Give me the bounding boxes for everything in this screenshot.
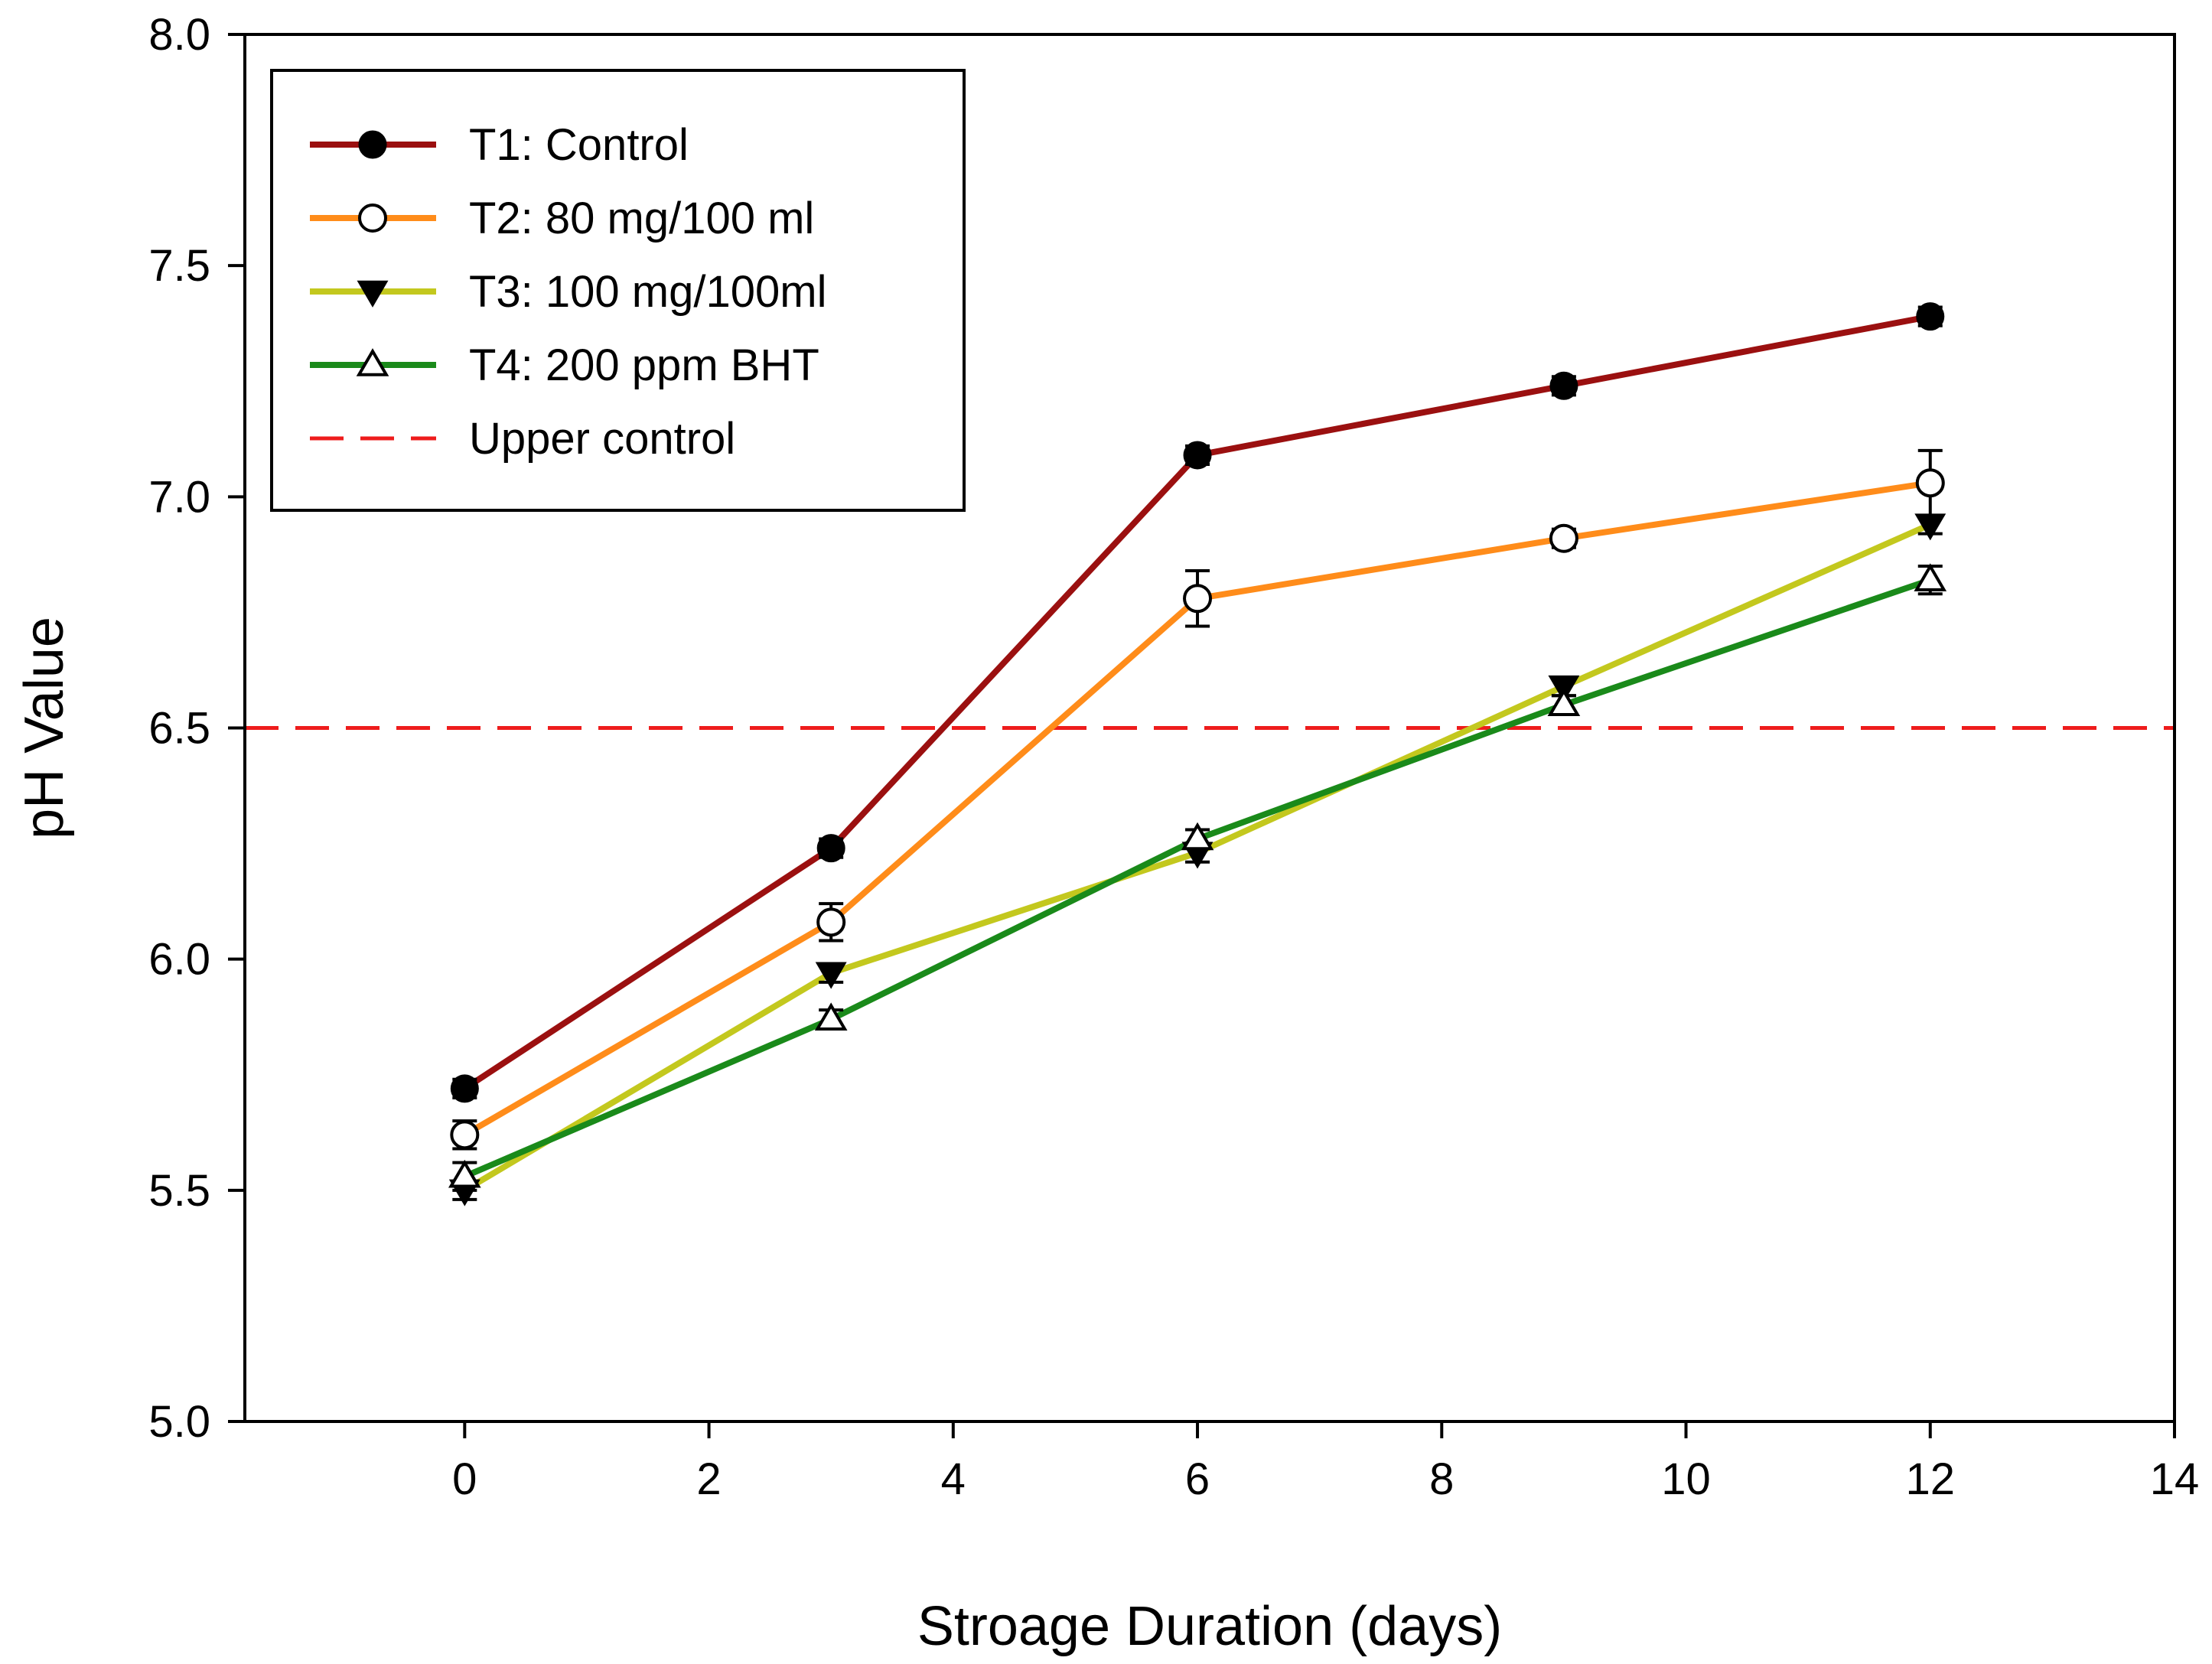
data-point-t3	[1914, 513, 1946, 541]
x-axis-ticks: 0 2 4 6 8 10 12 14	[452, 1421, 2199, 1504]
legend-label: T4: 200 ppm BHT	[469, 340, 819, 390]
x-tick-label: 10	[1661, 1454, 1711, 1504]
legend-marker	[357, 280, 389, 308]
y-axis-title: pH Value	[14, 617, 75, 839]
data-point-t2	[1915, 468, 1945, 498]
data-point-t2	[1549, 523, 1578, 553]
data-point-t4	[1181, 822, 1214, 851]
series-line-t4	[463, 577, 1932, 1180]
data-point-t1	[450, 1074, 479, 1103]
data-point-t1	[1549, 371, 1578, 400]
legend-marker	[356, 348, 389, 376]
data-point-t1	[1916, 302, 1945, 331]
y-tick-label: 7.5	[148, 241, 210, 291]
data-point-t1	[816, 834, 845, 863]
x-tick-label: 4	[941, 1454, 966, 1504]
data-point-t3	[815, 962, 847, 989]
y-tick-label: 7.0	[148, 472, 210, 522]
x-tick-label: 14	[2150, 1454, 2200, 1504]
data-point-t1	[1183, 441, 1212, 470]
y-tick-label: 5.0	[148, 1397, 210, 1447]
data-point-t4	[814, 1002, 848, 1031]
data-point-t4	[1547, 688, 1581, 717]
legend-label: Upper control	[469, 414, 735, 464]
y-tick-label: 6.0	[148, 935, 210, 985]
data-point-t2	[450, 1120, 480, 1150]
y-tick-label: 5.5	[148, 1166, 210, 1216]
legend-label: T1: Control	[469, 120, 689, 170]
x-tick-label: 2	[696, 1454, 721, 1504]
legend: T1: Control T2: 80 mg/100 ml T3: 100 mg/10…	[270, 69, 966, 512]
data-point-t2	[816, 907, 846, 937]
legend-label: T2: 80 mg/100 ml	[469, 194, 814, 243]
x-tick-label: 0	[452, 1454, 477, 1504]
data-point-t4	[448, 1159, 481, 1188]
data-markers	[448, 302, 1947, 1206]
x-axis-title: Stroage Duration (days)	[917, 1596, 1502, 1657]
legend-label: T3: 100 mg/100ml	[469, 267, 826, 317]
x-tick-label: 12	[1906, 1454, 1956, 1504]
data-point-t2	[1183, 584, 1213, 614]
legend-marker	[358, 204, 387, 233]
data-point-t4	[1914, 563, 1947, 591]
y-tick-label: 8.0	[148, 10, 210, 60]
y-axis-ticks: 5.0 5.5 6.0 6.5 7.0 7.5 8.0	[148, 10, 245, 1447]
y-tick-label: 6.5	[148, 704, 210, 754]
x-tick-label: 6	[1185, 1454, 1210, 1504]
x-tick-label: 8	[1429, 1454, 1454, 1504]
legend-marker	[358, 130, 387, 159]
